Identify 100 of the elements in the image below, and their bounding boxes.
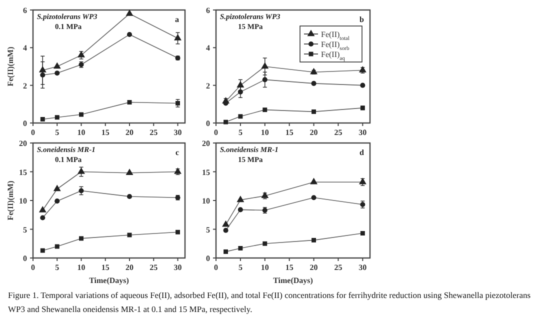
point [262, 108, 268, 112]
point [311, 80, 316, 86]
x-tick-label: 5 [238, 128, 242, 137]
x-tick-label: 20 [126, 263, 134, 272]
x-tick-label: 10 [260, 128, 269, 137]
y-tick-label: 5 [23, 225, 27, 234]
y-tick-label: 4 [206, 44, 210, 53]
point [224, 249, 228, 254]
point [53, 62, 61, 69]
point [126, 9, 134, 16]
x-tick-label: 30 [174, 263, 182, 272]
point [238, 246, 243, 250]
x-tick-label: 25 [334, 263, 342, 272]
x-tick-label: 0 [214, 128, 218, 137]
y-tick-label: 0 [23, 119, 27, 128]
point [360, 231, 365, 236]
point [236, 81, 244, 88]
x-tick-label: 0 [31, 263, 35, 272]
y-tick-label: 2 [23, 81, 27, 90]
point [262, 77, 268, 82]
y-tick-label: 10 [202, 196, 210, 206]
legend-label: Fe(II)$_{aq}$ [321, 50, 346, 62]
x-tick-label: 30 [174, 128, 182, 137]
x-tick-label: 25 [334, 128, 342, 137]
point [238, 207, 243, 212]
y-tick-label: 2 [206, 81, 210, 90]
x-tick-label: 5 [55, 263, 60, 272]
point [38, 66, 46, 72]
point [238, 89, 243, 94]
point [40, 72, 46, 78]
point [40, 116, 45, 122]
point [54, 244, 60, 249]
x-tick-label: 5 [55, 128, 60, 137]
annotation: a [175, 15, 179, 24]
point [78, 167, 85, 174]
x-tick-label: 0 [214, 263, 218, 272]
point [38, 206, 46, 212]
point [312, 238, 316, 242]
point [78, 50, 85, 58]
point [79, 236, 84, 241]
y-tick-label: 20 [202, 139, 210, 148]
y-tick-label: 0 [23, 254, 27, 263]
annotation: c [175, 148, 180, 157]
x-tick-label: 30 [358, 263, 367, 272]
point [54, 70, 60, 76]
x-axis-title: Time(Days) [273, 276, 314, 285]
x-tick-label: 30 [358, 128, 367, 137]
point [176, 230, 180, 234]
point [126, 32, 132, 37]
y-tick-label: 0 [206, 119, 210, 128]
x-tick-label: 10 [77, 128, 86, 137]
point [223, 228, 228, 233]
x-tick-label: 15 [285, 128, 294, 137]
x-tick-label: 5 [238, 263, 242, 272]
point [311, 195, 316, 200]
point [126, 194, 132, 199]
x-tick-label: 20 [126, 128, 134, 137]
y-axis-title: Fe(II)(mM) [6, 46, 15, 86]
y-tick-label: 10 [19, 196, 27, 206]
x-axis-title: Time(Days) [89, 276, 130, 285]
point [310, 68, 318, 74]
y-tick-label: 5 [206, 225, 210, 234]
y-axis-title: Fe(II)(mM) [6, 180, 15, 220]
point [127, 100, 132, 105]
point [79, 112, 84, 117]
point [261, 62, 269, 69]
point [54, 115, 60, 120]
y-tick-label: 4 [23, 44, 27, 53]
point [310, 178, 318, 184]
x-tick-label: 15 [285, 263, 294, 272]
legend-label: Fe(II)$_{sorb}$ [321, 40, 350, 52]
x-tick-label: 0 [31, 128, 35, 137]
point [40, 248, 45, 253]
y-tick-label: 15 [202, 168, 210, 177]
point [360, 82, 366, 88]
x-tick-label: 15 [101, 128, 110, 137]
y-tick-label: 0 [206, 254, 210, 263]
point [312, 109, 316, 114]
y-tick-label: 20 [19, 139, 27, 148]
point [40, 215, 46, 220]
point [236, 196, 244, 202]
point [53, 184, 61, 192]
point [262, 241, 268, 246]
annotation: d [360, 148, 365, 157]
y-tick-label: 6 [206, 6, 210, 15]
point [126, 168, 134, 176]
x-tick-label: 15 [101, 263, 110, 272]
point [224, 120, 228, 124]
y-tick-label: 15 [19, 168, 27, 177]
point [174, 34, 182, 40]
annotation: b [360, 15, 365, 24]
x-tick-label: 20 [310, 263, 318, 272]
point [238, 114, 243, 119]
legend-label: Fe(II)$_{total}$ [321, 30, 350, 42]
y-tick-label: 6 [23, 6, 27, 15]
x-tick-label: 25 [150, 263, 158, 272]
x-tick-label: 10 [77, 263, 86, 272]
x-tick-label: 10 [260, 263, 269, 272]
point [222, 220, 230, 227]
point [54, 198, 60, 204]
